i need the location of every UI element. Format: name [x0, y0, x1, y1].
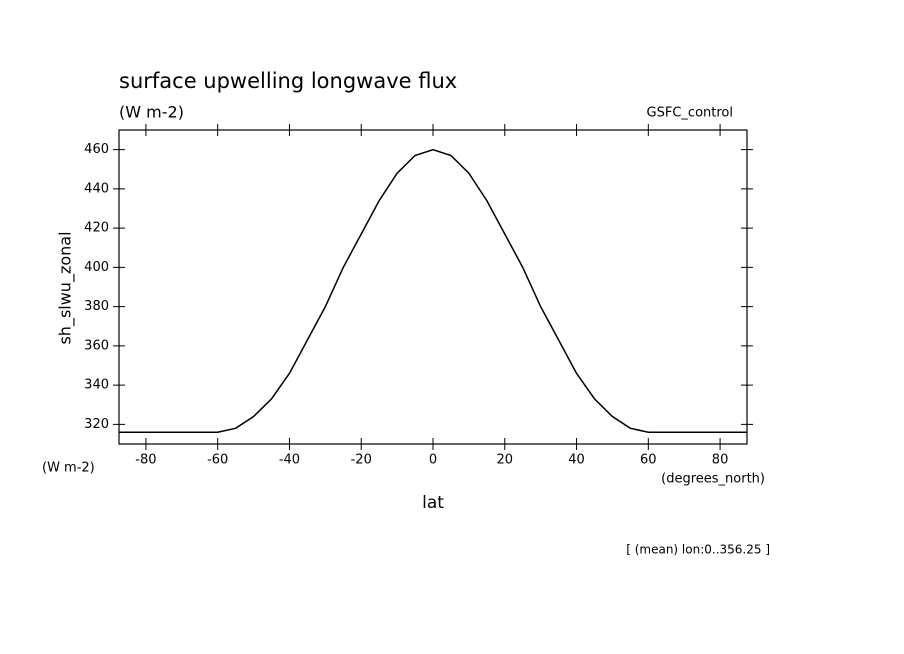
y-tick-label: 320	[84, 417, 109, 432]
x-tick-label: 20	[496, 453, 513, 468]
x-tick-label: 40	[568, 453, 585, 468]
y-tick-label: 380	[84, 299, 109, 314]
footnote: [ (mean) lon:0..356.25 ]	[626, 543, 770, 557]
y-tick-label: 360	[84, 338, 109, 353]
chart-subtitle: (W m-2)	[119, 103, 184, 122]
chart-title: surface upwelling longwave flux	[119, 69, 457, 93]
x-tick-label: 0	[429, 453, 437, 468]
x-tick-label: 80	[712, 453, 729, 468]
x-tick-label: -60	[207, 453, 228, 468]
y-tick-label: 460	[84, 142, 109, 157]
data-line	[119, 148, 747, 433]
x-tick-label: -20	[351, 453, 372, 468]
x-tick-label: -80	[135, 453, 156, 468]
y-units: (W m-2)	[42, 461, 95, 476]
y-axis-label: sh_slwu_zonal	[56, 231, 76, 344]
y-tick-label: 400	[84, 260, 109, 275]
dataset-label: GSFC_control	[647, 106, 733, 121]
x-tick-label: -40	[279, 453, 300, 468]
x-tick-label: 60	[640, 453, 657, 468]
x-axis-label: lat	[422, 493, 444, 513]
y-tick-label: 420	[84, 221, 109, 236]
y-tick-label: 440	[84, 181, 109, 196]
plot-frame	[118, 129, 748, 445]
y-tick-label: 340	[84, 378, 109, 393]
x-units: (degrees_north)	[661, 472, 765, 487]
